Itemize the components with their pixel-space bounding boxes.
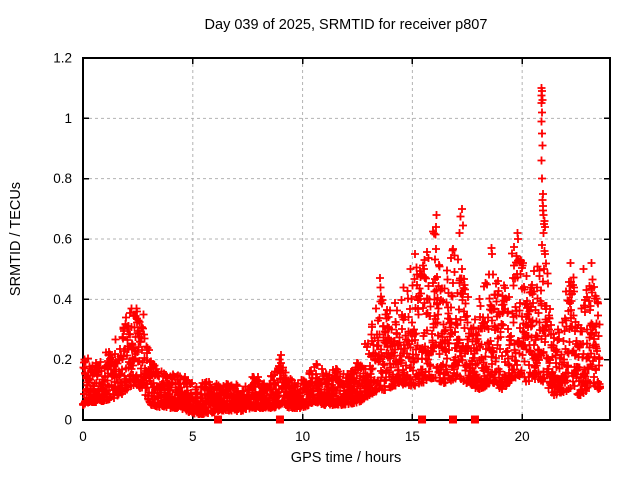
x-axis-title: GPS time / hours (290, 450, 402, 466)
scatter-points (79, 84, 604, 418)
zero-marker-square-0 (214, 415, 223, 424)
x-tick-label-1: 5 (189, 429, 197, 444)
zero-marker-square-3 (448, 415, 457, 424)
zero-marker-square-1 (275, 415, 284, 424)
y-tick-label-5: 1 (64, 111, 72, 126)
zero-marker-square-4 (470, 415, 479, 424)
y-tick-label-6: 1.2 (53, 51, 72, 66)
x-tick-label-2: 10 (295, 429, 310, 444)
zero-marker-square-2 (418, 415, 427, 424)
y-tick-label-1: 0.2 (53, 352, 72, 367)
y-tick-label-2: 0.4 (53, 292, 72, 307)
y-tick-label-0: 0 (64, 413, 72, 428)
chart-title: Day 039 of 2025, SRMTID for receiver p80… (204, 17, 488, 33)
x-tick-label-0: 0 (79, 429, 87, 444)
y-tick-label-3: 0.6 (53, 232, 72, 247)
y-tick-label-4: 0.8 (53, 171, 72, 186)
x-tick-label-4: 20 (515, 429, 530, 444)
x-tick-label-3: 15 (405, 429, 420, 444)
